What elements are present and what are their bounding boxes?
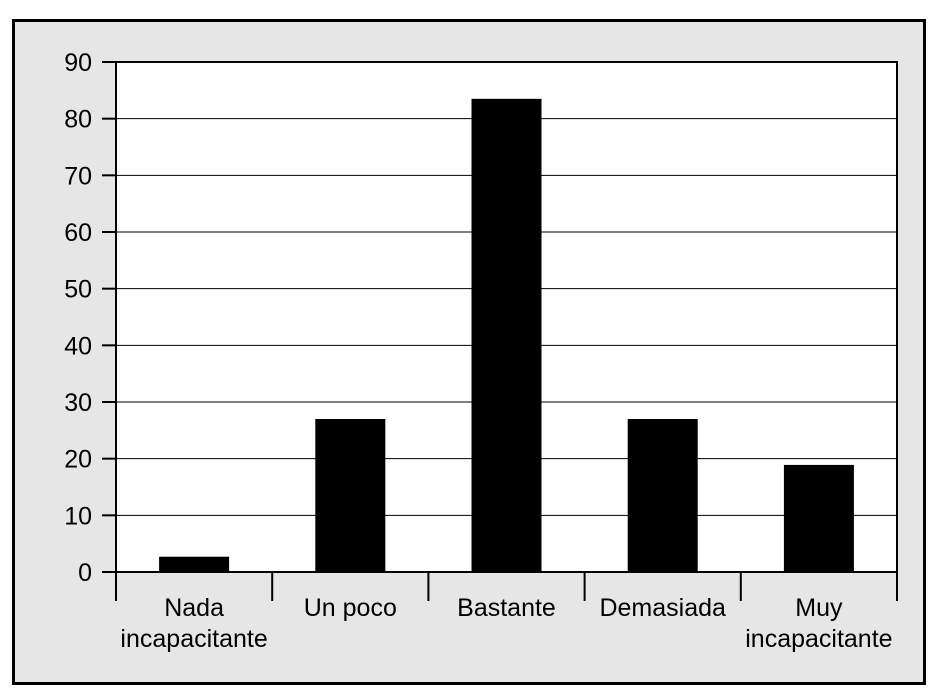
y-tick-label: 60 — [64, 219, 92, 247]
bars — [159, 98, 854, 572]
x-tick-label: Nada incapacitante — [120, 594, 267, 653]
y-tick-label: 70 — [64, 162, 92, 190]
x-tick-label: Demasiada — [599, 594, 726, 622]
x-tick-label-line: Demasiada — [599, 594, 726, 622]
y-tick-label: 40 — [64, 332, 92, 360]
y-tick-label: 20 — [64, 446, 92, 474]
bar — [783, 464, 854, 572]
x-tick-label-line: Nada — [164, 594, 224, 622]
x-tick-label: Muy incapacitante — [745, 594, 892, 653]
bar — [315, 419, 386, 572]
x-tick-label-line: incapacitante — [745, 625, 892, 653]
x-tick-label-line: Muy — [795, 594, 843, 622]
x-tick-label-line: incapacitante — [120, 625, 267, 653]
x-tick-label: Bastante — [457, 594, 556, 622]
x-tick-label-line: Bastante — [457, 594, 556, 622]
y-tick-label: 30 — [64, 389, 92, 417]
x-tick-label-line: Un poco — [304, 594, 397, 622]
y-tick-label: 50 — [64, 276, 92, 304]
x-axis: Nada incapacitante Un poco Bastante Demasiad… — [115, 572, 898, 653]
y-axis: 0 10 20 30 40 50 60 70 80 90 — [64, 49, 116, 587]
y-tick-label: 0 — [78, 559, 92, 587]
plot-border — [115, 61, 898, 573]
bar — [471, 98, 542, 572]
y-tick-label: 10 — [64, 502, 92, 530]
y-tick-label: 80 — [64, 106, 92, 134]
x-tick-label: Un poco — [304, 594, 397, 622]
bar — [627, 419, 698, 572]
bar — [159, 556, 230, 572]
y-tick-label: 90 — [64, 49, 92, 77]
